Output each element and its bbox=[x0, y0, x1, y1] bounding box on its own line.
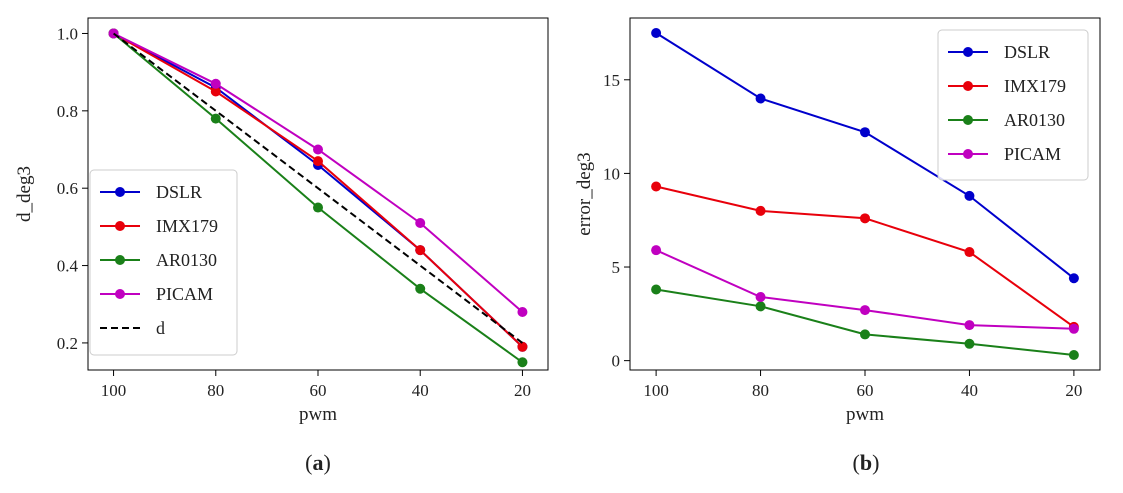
y-tick-label: 10 bbox=[603, 164, 620, 183]
data-point bbox=[210, 113, 221, 124]
data-point bbox=[1068, 323, 1079, 334]
y-tick-label: 1.0 bbox=[57, 24, 78, 43]
data-point bbox=[755, 291, 766, 302]
legend-swatch-marker bbox=[115, 255, 125, 265]
legend-swatch-marker bbox=[115, 221, 125, 231]
chart-panel-a: 100 80 60 40 20 0.2 0.4 0.6 0.8 1.0 pwm d_deg3 DSLR I… bbox=[14, 17, 549, 475]
data-point bbox=[415, 245, 426, 256]
x-tick-label: 80 bbox=[207, 381, 224, 400]
legend-label: DSLR bbox=[1004, 42, 1050, 62]
data-point bbox=[651, 27, 662, 38]
data-point bbox=[755, 301, 766, 312]
data-point bbox=[964, 320, 975, 331]
panel-caption: (a) bbox=[305, 450, 331, 475]
series-line bbox=[112, 32, 524, 344]
data-point bbox=[651, 245, 662, 256]
legend-swatch-marker bbox=[963, 149, 973, 159]
chart-panel-b: 100 80 60 40 20 0 5 10 15 pwm error_deg3 DSLR IMX179… bbox=[574, 17, 1101, 475]
x-tick-label: 40 bbox=[961, 381, 978, 400]
x-axis-label: pwm bbox=[846, 404, 884, 425]
panel-caption: (b) bbox=[853, 450, 880, 475]
data-point bbox=[517, 357, 528, 368]
y-tick-label: 5 bbox=[612, 258, 621, 277]
legend-swatch-marker bbox=[963, 115, 973, 125]
legend-box bbox=[89, 169, 238, 356]
x-tick-label: 20 bbox=[514, 381, 531, 400]
data-point bbox=[964, 247, 975, 258]
series-d bbox=[112, 32, 524, 344]
legend-label: IMX179 bbox=[1004, 76, 1066, 96]
series-picam bbox=[651, 245, 1079, 334]
x-tick-label: 40 bbox=[412, 381, 429, 400]
y-axis-label: d_deg3 bbox=[14, 166, 35, 222]
legend-label: PICAM bbox=[156, 284, 213, 304]
series-picam bbox=[108, 28, 528, 317]
x-tick-label: 20 bbox=[1065, 381, 1082, 400]
legend-label: AR0130 bbox=[156, 250, 217, 270]
panel-label: a bbox=[313, 450, 324, 475]
series-ar0130 bbox=[651, 284, 1079, 361]
data-point bbox=[860, 213, 870, 224]
data-point bbox=[860, 305, 870, 316]
x-axis-label: pwm bbox=[299, 404, 337, 425]
x-tick-label: 60 bbox=[310, 381, 327, 400]
data-point bbox=[313, 202, 323, 213]
y-tick-label: 0.2 bbox=[57, 334, 78, 353]
data-point bbox=[964, 338, 975, 349]
data-point bbox=[651, 284, 662, 295]
legend-swatch-marker bbox=[115, 187, 125, 197]
y-axis-label: error_deg3 bbox=[574, 152, 595, 235]
x-tick-label: 60 bbox=[857, 381, 874, 400]
legend-label: DSLR bbox=[156, 182, 202, 202]
legend-swatch-marker bbox=[963, 81, 973, 91]
series-dslr bbox=[651, 27, 1079, 284]
data-point bbox=[517, 341, 528, 352]
x-tick-label: 100 bbox=[101, 381, 127, 400]
y-tick-label: 0.4 bbox=[57, 257, 79, 276]
x-tick-label: 100 bbox=[643, 381, 669, 400]
data-point bbox=[755, 205, 766, 216]
y-tick-label: 0.8 bbox=[57, 102, 78, 121]
legend: DSLR IMX179 AR0130 PICAM bbox=[937, 29, 1089, 181]
data-point bbox=[964, 190, 975, 201]
legend-label: IMX179 bbox=[156, 216, 218, 236]
data-point bbox=[415, 283, 426, 294]
data-point bbox=[1068, 350, 1079, 361]
y-tick-label: 0 bbox=[612, 352, 621, 371]
data-point bbox=[210, 86, 221, 97]
data-point bbox=[517, 306, 528, 317]
legend-label: d bbox=[156, 318, 165, 338]
data-point bbox=[415, 218, 426, 229]
x-tick-label: 80 bbox=[752, 381, 769, 400]
data-point bbox=[860, 329, 870, 340]
series-line bbox=[655, 249, 1074, 330]
legend-swatch-marker bbox=[115, 289, 125, 299]
panel-label: b bbox=[860, 450, 872, 475]
y-tick-label: 0.6 bbox=[57, 179, 78, 198]
data-point bbox=[210, 78, 221, 89]
legend-label: PICAM bbox=[1004, 144, 1061, 164]
data-point bbox=[313, 144, 323, 155]
legend-swatch-marker bbox=[963, 47, 973, 57]
data-point bbox=[651, 181, 662, 192]
data-point bbox=[313, 156, 323, 167]
y-tick-label: 15 bbox=[603, 71, 620, 90]
series-line bbox=[655, 288, 1075, 356]
data-point bbox=[755, 93, 766, 104]
data-point bbox=[860, 127, 870, 138]
legend: DSLR IMX179 AR0130 PICAM d bbox=[89, 169, 238, 356]
legend-box bbox=[937, 29, 1089, 181]
legend-label: AR0130 bbox=[1004, 110, 1065, 130]
data-point bbox=[1068, 273, 1079, 284]
